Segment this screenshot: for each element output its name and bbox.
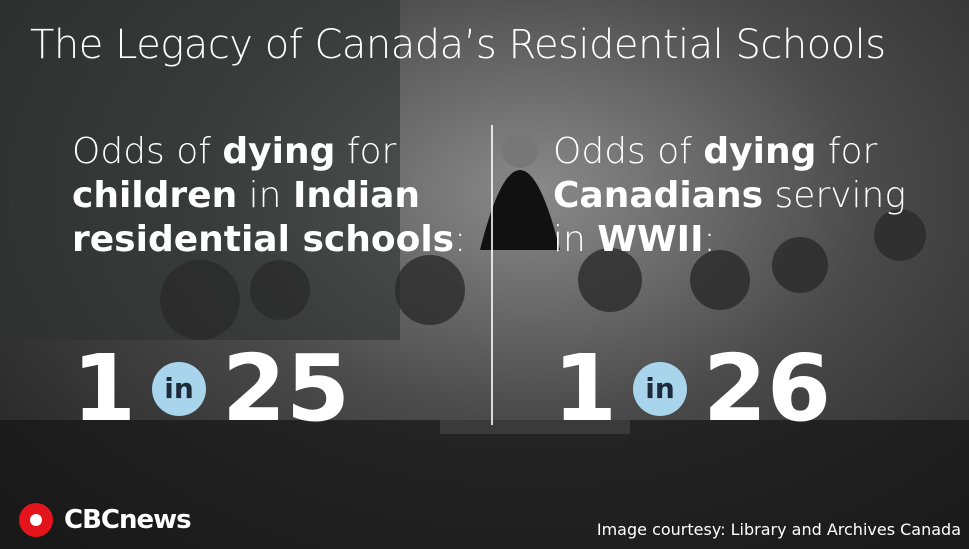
- text-segment: dying: [222, 131, 335, 172]
- divider: [491, 125, 493, 425]
- text-line: children in Indian: [72, 174, 466, 218]
- text-segment: for: [816, 131, 877, 172]
- credit: Image courtesy: Library and Archives Can…: [597, 520, 961, 539]
- text-segment: :: [454, 219, 466, 260]
- text-segment: :: [703, 219, 715, 260]
- odds-denominator: 26: [703, 335, 831, 442]
- text-line: in WWII:: [553, 218, 906, 262]
- background-photo: [0, 0, 969, 549]
- text-segment: WWII: [597, 219, 703, 260]
- text-line: Odds of dying for: [553, 130, 906, 174]
- odds-numerator: 1: [553, 335, 617, 442]
- odds-word: in: [152, 362, 206, 416]
- odds-word: in: [633, 362, 687, 416]
- infographic: The Legacy of Canada’s Residential Schoo…: [0, 0, 969, 549]
- text-segment: children: [72, 175, 237, 216]
- text-segment: Odds of: [553, 131, 703, 172]
- title: The Legacy of Canada’s Residential Schoo…: [30, 22, 886, 68]
- text-segment: for: [335, 131, 396, 172]
- text-segment: Odds of: [72, 131, 222, 172]
- odds: 1 in 25: [72, 335, 350, 442]
- logo: CBCnews: [64, 505, 191, 535]
- odds: 1 in 26: [553, 335, 831, 442]
- odds-denominator: 25: [222, 335, 350, 442]
- text-segment: Indian: [293, 175, 420, 216]
- text-line: Canadians serving: [553, 174, 906, 218]
- text-segment: Canadians: [553, 175, 763, 216]
- odds-numerator: 1: [72, 335, 136, 442]
- text-segment: dying: [703, 131, 816, 172]
- text-segment: residential schools: [72, 219, 454, 260]
- text-segment: in: [553, 219, 597, 260]
- text-line: Odds of dying for: [72, 130, 466, 174]
- text-segment: in: [237, 175, 293, 216]
- text-line: residential schools:: [72, 218, 466, 262]
- text-segment: serving: [763, 175, 906, 216]
